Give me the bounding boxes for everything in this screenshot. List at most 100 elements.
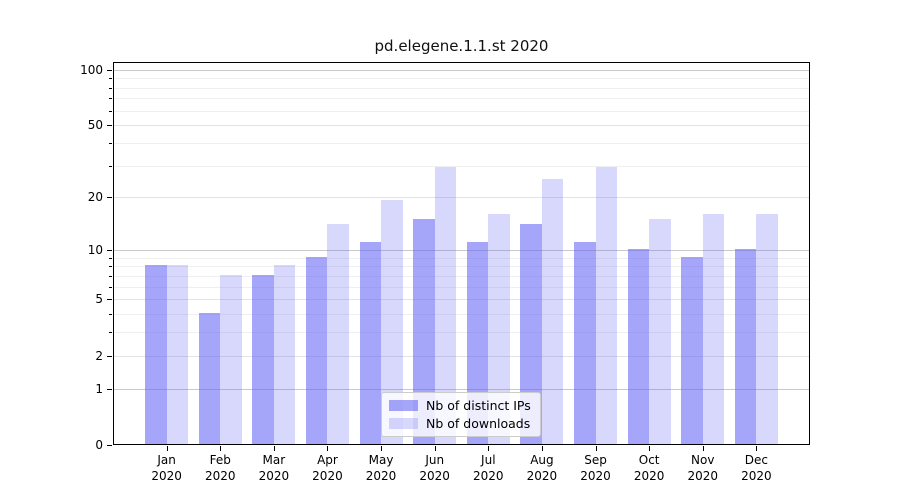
bar-downloads-jun (434, 167, 457, 444)
plot-area (113, 62, 810, 445)
bar-distinct-ips-dec (734, 249, 757, 444)
legend-item-distinct-ips: Nb of distinct IPs (389, 398, 531, 413)
y-axis-tick (107, 249, 112, 251)
y-tick-label: 2 (95, 348, 103, 363)
gridline (114, 266, 809, 268)
gridline (114, 110, 809, 112)
x-tick-label: Dec 2020 (741, 453, 772, 483)
y-axis-minor-tick (109, 332, 112, 334)
y-axis-minor-tick (109, 87, 112, 89)
gridline (114, 98, 809, 100)
x-axis-tick (488, 446, 490, 451)
gridline (114, 257, 809, 259)
x-tick-label: Sep 2020 (580, 453, 611, 483)
bar-distinct-ips-mar (252, 274, 274, 444)
y-tick-label: 1 (95, 381, 103, 396)
y-tick-label: 50 (87, 118, 103, 133)
x-axis-tick (166, 446, 168, 451)
y-axis-minor-tick (109, 142, 112, 144)
gridline (114, 87, 809, 89)
x-axis-tick (595, 446, 597, 451)
gridline (114, 78, 809, 80)
bar-distinct-ips-jun (413, 218, 435, 444)
y-axis-minor-tick (109, 286, 112, 288)
gridline (114, 314, 809, 316)
gridline (114, 69, 809, 71)
gridline (114, 142, 809, 144)
y-axis-minor-tick (109, 266, 112, 268)
y-tick-label: 100 (80, 62, 103, 77)
bar-downloads-feb (220, 274, 242, 444)
legend-item-downloads: Nb of downloads (389, 416, 531, 431)
bar-distinct-ips-jan (145, 265, 167, 444)
bar-distinct-ips-may (359, 241, 382, 444)
y-axis-minor-tick (109, 110, 112, 112)
x-axis-tick (649, 446, 651, 451)
bar-downloads-apr (327, 223, 349, 444)
bar-downloads-nov (702, 213, 725, 444)
bar-distinct-ips-sep (574, 241, 596, 444)
x-axis-tick (541, 446, 543, 451)
y-axis-tick (107, 197, 112, 199)
gridline (114, 125, 809, 127)
y-tick-label: 0 (95, 438, 103, 452)
y-axis-minor-tick (109, 98, 112, 100)
gridline (114, 299, 809, 301)
x-tick-label: Apr 2020 (312, 453, 343, 483)
y-tick-label: 10 (87, 242, 103, 257)
x-axis-tick (273, 446, 275, 451)
bar-distinct-ips-aug (520, 223, 542, 444)
gridline (114, 275, 809, 277)
y-axis-minor-tick (109, 78, 112, 80)
bar-downloads-oct (649, 218, 671, 444)
bar-downloads-aug (541, 179, 564, 444)
x-tick-label: Oct 2020 (633, 453, 665, 483)
bar-downloads-jul (488, 213, 510, 444)
bar-downloads-sep (595, 167, 618, 444)
x-tick-label: Jul 2020 (473, 453, 504, 483)
x-tick-label: Feb 2020 (204, 453, 236, 483)
bar-downloads-may (381, 200, 403, 444)
x-tick-label: Nov 2020 (687, 453, 719, 483)
legend-swatch-downloads (389, 418, 418, 429)
x-axis-tick (381, 446, 383, 451)
bar-distinct-ips-nov (681, 256, 703, 444)
x-tick-label: May 2020 (365, 453, 397, 483)
gridline (114, 355, 809, 357)
bar-downloads-dec (756, 213, 778, 444)
legend: Nb of distinct IPs Nb of downloads (381, 392, 541, 437)
x-tick-label: Jun 2020 (419, 453, 450, 483)
y-axis-tick (107, 355, 112, 357)
legend-swatch-distinct-ips (389, 400, 418, 411)
gridline (114, 249, 809, 251)
gridline (114, 388, 809, 390)
bar-distinct-ips-oct (627, 249, 650, 444)
x-axis-tick (434, 446, 436, 451)
bar-downloads-mar (273, 265, 296, 444)
gridline (114, 332, 809, 334)
y-axis-tick (107, 299, 112, 301)
bar-downloads-jan (166, 265, 189, 444)
y-axis-minor-tick (109, 275, 112, 277)
y-axis-tick (107, 125, 112, 127)
y-tick-label: 5 (95, 292, 103, 307)
x-tick-label: Aug 2020 (526, 453, 558, 483)
x-axis-tick (220, 446, 222, 451)
legend-label-downloads: Nb of downloads (426, 416, 531, 431)
y-axis-tick (107, 69, 112, 71)
x-tick-label: Mar 2020 (258, 453, 290, 483)
gridline (114, 197, 809, 199)
legend-label-distinct-ips: Nb of distinct IPs (426, 398, 531, 413)
y-axis-minor-tick (109, 314, 112, 316)
x-axis-tick (327, 446, 329, 451)
y-tick-label: 20 (87, 190, 103, 205)
chart-title: pd.elegene.1.1.st 2020 (374, 37, 549, 55)
y-axis-minor-tick (109, 165, 112, 167)
gridline (114, 165, 809, 167)
x-tick-label: Jan 2020 (151, 453, 182, 483)
y-axis-tick (107, 388, 112, 390)
x-axis-tick (756, 446, 758, 451)
gridline (114, 286, 809, 288)
y-axis-minor-tick (109, 257, 112, 259)
